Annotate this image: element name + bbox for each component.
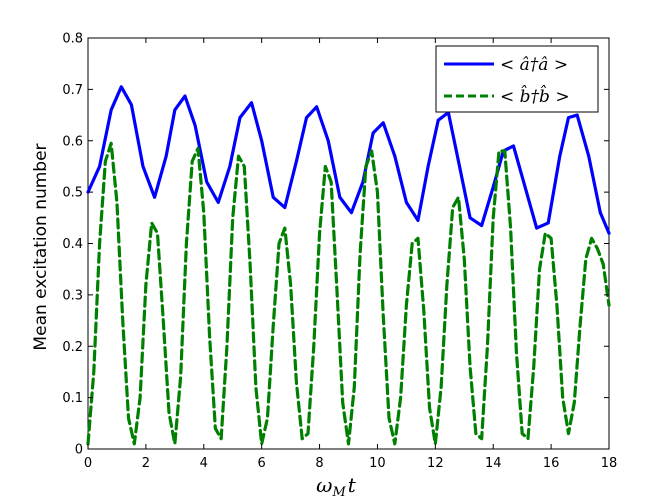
x-tick-label: 18 xyxy=(601,456,618,471)
y-tick-label: 0.1 xyxy=(62,391,83,406)
x-tick-label: 0 xyxy=(84,456,92,471)
series-line-1 xyxy=(86,141,611,446)
x-axis-label-tail: t xyxy=(348,473,357,497)
x-tick-label: 12 xyxy=(427,456,444,471)
x-tick-label: 16 xyxy=(543,456,560,471)
y-tick-label: 0.2 xyxy=(62,340,83,355)
y-tick-label: 0 xyxy=(75,443,83,458)
y-tick-label: 0.7 xyxy=(62,83,83,98)
x-axis-label: ωM t xyxy=(316,473,357,500)
x-tick-label: 10 xyxy=(369,456,386,471)
legend-box xyxy=(435,45,599,113)
x-axis-label-omega: ω xyxy=(316,473,332,497)
y-tick-label: 0.6 xyxy=(62,134,83,149)
legend-label-b: < b̂†b̂ > xyxy=(500,85,570,107)
legend: < â†â > < b̂†b̂ > xyxy=(435,45,599,113)
x-axis-label-subscript: M xyxy=(331,485,346,500)
series-line-0 xyxy=(86,85,611,235)
x-tick-label: 14 xyxy=(485,456,502,471)
y-tick-label: 0.8 xyxy=(62,32,83,47)
x-tick-label: 2 xyxy=(142,456,150,471)
x-tick-label: 6 xyxy=(258,456,266,471)
y-tick-label: 0.3 xyxy=(62,288,83,303)
x-tick-label: 4 xyxy=(200,456,208,471)
ticks-layer: 0 2 4 6 8 10 12 14 16 18 0 0.1 0.2 0.3 0.4 0.5 0.6 0.7 0.8 xyxy=(62,32,617,472)
series-layer xyxy=(86,85,611,446)
y-tick-label: 0.4 xyxy=(62,237,83,252)
x-tick-label: 8 xyxy=(315,456,323,471)
y-axis-label: Mean excitation number xyxy=(31,143,51,350)
legend-label-a: < â†â > xyxy=(500,55,568,75)
y-tick-label: 0.5 xyxy=(62,186,83,201)
